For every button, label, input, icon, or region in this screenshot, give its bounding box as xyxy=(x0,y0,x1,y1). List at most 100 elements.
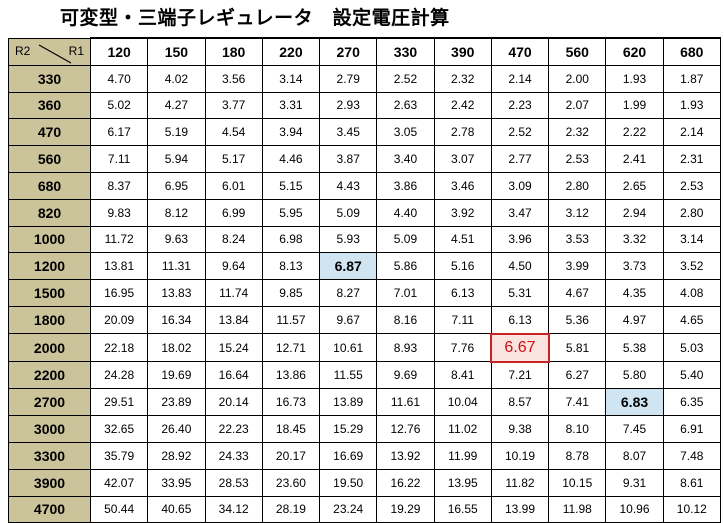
voltage-cell: 24.28 xyxy=(89,361,149,390)
voltage-cell: 2.77 xyxy=(490,145,550,173)
voltage-cell: 18.02 xyxy=(147,333,206,363)
voltage-cell: 5.02 xyxy=(89,91,149,120)
voltage-cell: 10.04 xyxy=(433,388,492,417)
row-header-r2: 3300 xyxy=(8,441,91,470)
voltage-cell: 8.24 xyxy=(204,225,263,254)
column-header-r1: 680 xyxy=(662,36,721,66)
voltage-cell: 5.95 xyxy=(261,198,321,227)
voltage-cell: 3.94 xyxy=(261,118,321,147)
voltage-cell: 28.53 xyxy=(204,468,263,497)
voltage-cell: 23.60 xyxy=(261,468,321,497)
voltage-cell: 6.13 xyxy=(433,279,492,307)
voltage-cell: 5.09 xyxy=(376,225,435,254)
column-header-r1: 120 xyxy=(89,36,149,66)
voltage-cell: 8.37 xyxy=(89,171,149,200)
table-row: 1800 20.09 16.34 13.84 11.57 9.67 8.16 7.11 6.13… xyxy=(8,305,721,335)
voltage-cell: 2.14 xyxy=(490,64,550,93)
table-row: 2200 24.28 19.69 16.64 13.86 11.55 9.69 8.41 7.2… xyxy=(8,361,721,390)
voltage-cell: 1.93 xyxy=(605,64,664,93)
row-header-r2: 360 xyxy=(8,91,91,120)
table-row: 560 7.11 5.94 5.17 4.46 3.87 3.40 3.07 2.77 2.53 2… xyxy=(8,145,721,173)
voltage-cell: 4.02 xyxy=(147,64,206,93)
voltage-cell: 3.47 xyxy=(490,198,550,227)
voltage-cell: 9.69 xyxy=(376,361,435,390)
voltage-cell: 7.11 xyxy=(89,145,149,173)
voltage-cell: 3.52 xyxy=(662,252,721,281)
column-header-r1: 390 xyxy=(433,36,492,66)
voltage-cell: 2.93 xyxy=(319,91,378,120)
voltage-cell: 13.99 xyxy=(490,495,550,523)
voltage-cell: 2.80 xyxy=(662,198,721,227)
voltage-cell: 11.82 xyxy=(490,468,550,497)
column-header-r1: 330 xyxy=(376,36,435,66)
voltage-cell: 3.56 xyxy=(204,64,263,93)
voltage-cell: 3.92 xyxy=(433,198,492,227)
header-row: R2 R1 120 150 180 220 270 330 390 470 560 620 680 xyxy=(8,36,721,66)
voltage-cell: 2.41 xyxy=(605,145,664,173)
r1-label: R1 xyxy=(68,43,84,58)
voltage-cell: 3.14 xyxy=(662,225,721,254)
voltage-cell: 22.23 xyxy=(204,415,263,443)
column-header-r1: 560 xyxy=(548,36,607,66)
voltage-cell: 29.51 xyxy=(89,388,149,417)
voltage-cell: 1.99 xyxy=(605,91,664,120)
voltage-cell: 7.76 xyxy=(433,333,492,363)
voltage-cell: 7.48 xyxy=(662,441,721,470)
voltage-cell: 2.63 xyxy=(376,91,435,120)
voltage-cell: 11.74 xyxy=(204,279,263,307)
voltage-cell: 4.54 xyxy=(204,118,263,147)
voltage-cell: 26.40 xyxy=(147,415,206,443)
voltage-cell: 2.14 xyxy=(662,118,721,147)
voltage-cell: 8.13 xyxy=(261,252,321,281)
voltage-cell: 12.71 xyxy=(261,333,321,363)
voltage-cell: 5.31 xyxy=(490,279,550,307)
voltage-cell: 4.51 xyxy=(433,225,492,254)
voltage-cell: 19.69 xyxy=(147,361,206,390)
voltage-cell: 2.32 xyxy=(548,118,607,147)
voltage-cell: 4.35 xyxy=(605,279,664,307)
voltage-cell: 2.31 xyxy=(662,145,721,173)
table-row: 820 9.83 8.12 6.99 5.95 5.09 4.40 3.92 3.47 3.12 2… xyxy=(8,198,721,227)
voltage-cell: 10.12 xyxy=(662,495,721,523)
voltage-cell: 16.69 xyxy=(319,441,378,470)
row-header-r2: 330 xyxy=(8,64,91,93)
voltage-cell: 5.03 xyxy=(662,333,721,363)
voltage-cell: 2.65 xyxy=(605,171,664,200)
voltage-cell: 34.12 xyxy=(204,495,263,523)
table-row: 1000 11.72 9.63 8.24 6.98 5.93 5.09 4.51 3.96 3.5… xyxy=(8,225,721,254)
table-row: 330 4.70 4.02 3.56 3.14 2.79 2.52 2.32 2.14 2.00 1… xyxy=(8,64,721,93)
corner-cell: R2 R1 xyxy=(8,37,91,66)
voltage-cell: 5.15 xyxy=(261,171,321,200)
voltage-cell: 11.99 xyxy=(433,441,492,470)
voltage-cell: 3.96 xyxy=(490,225,550,254)
voltage-cell: 8.61 xyxy=(662,468,721,497)
voltage-cell: 3.87 xyxy=(319,145,378,173)
voltage-cell: 3.12 xyxy=(548,198,607,227)
voltage-cell: 33.95 xyxy=(147,468,206,497)
r2-label: R2 xyxy=(15,43,31,58)
voltage-cell: 9.38 xyxy=(490,415,550,443)
voltage-cell: 5.80 xyxy=(605,361,664,390)
voltage-cell: 16.95 xyxy=(89,279,149,307)
voltage-cell: 22.18 xyxy=(89,333,149,363)
voltage-cell: 8.93 xyxy=(376,333,435,363)
voltage-cell: 4.08 xyxy=(662,279,721,307)
voltage-cell: 2.52 xyxy=(490,118,550,147)
voltage-cell: 6.35 xyxy=(662,388,721,417)
row-header-r2: 2200 xyxy=(8,361,91,390)
voltage-cell: 3.99 xyxy=(548,252,607,281)
voltage-cell: 10.61 xyxy=(319,333,378,363)
voltage-cell: 19.50 xyxy=(319,468,378,497)
voltage-cell: 2.52 xyxy=(376,64,435,93)
voltage-cell: 23.89 xyxy=(147,388,206,417)
voltage-cell: 13.89 xyxy=(319,388,378,417)
voltage-cell: 20.09 xyxy=(89,305,149,335)
voltage-cell: 4.40 xyxy=(376,198,435,227)
voltage-cell: 11.57 xyxy=(261,305,321,335)
voltage-cell: 5.40 xyxy=(662,361,721,390)
voltage-cell: 1.93 xyxy=(662,91,721,120)
voltage-cell: 2.53 xyxy=(662,171,721,200)
voltage-cell: 16.55 xyxy=(433,495,492,523)
voltage-cell: 9.63 xyxy=(147,225,206,254)
voltage-cell: 15.24 xyxy=(204,333,263,363)
